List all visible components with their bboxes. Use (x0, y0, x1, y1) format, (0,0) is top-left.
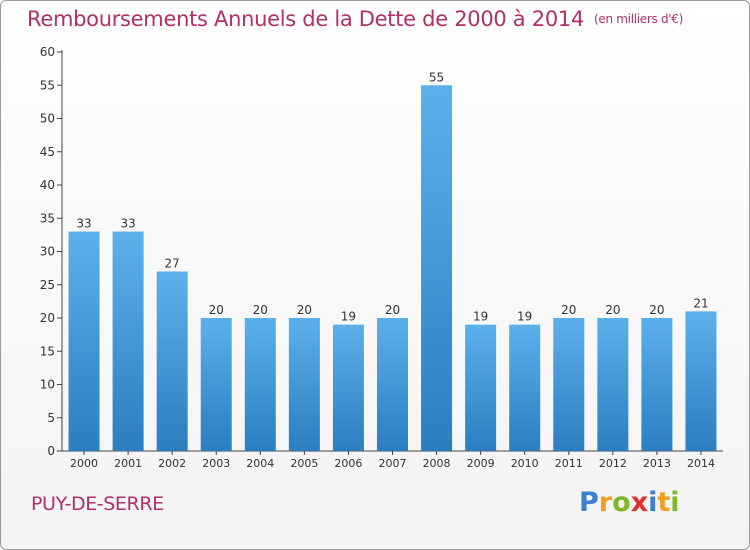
data-label: 19 (517, 310, 532, 324)
x-tick-label: 2006 (334, 457, 362, 470)
proxiti-logo: Proxiti (579, 487, 680, 518)
bar (332, 324, 364, 451)
data-label: 33 (120, 217, 135, 231)
data-label: 27 (165, 256, 180, 270)
data-label: 20 (209, 303, 224, 317)
bar (685, 311, 717, 451)
data-label: 21 (693, 296, 708, 310)
logo-letter: r (598, 487, 613, 518)
data-label: 20 (385, 303, 400, 317)
x-tick-label: 2005 (290, 457, 318, 470)
logo-letter: i (648, 487, 658, 518)
commune-name: PUY-DE-SERRE (31, 493, 164, 515)
bar (288, 318, 320, 451)
bar (244, 318, 276, 451)
x-tick-label: 2000 (70, 457, 98, 470)
y-tick-label: 60 (40, 45, 55, 59)
data-label: 33 (76, 217, 91, 231)
bar (465, 324, 497, 451)
x-tick-label: 2008 (423, 457, 451, 470)
bar (421, 85, 453, 451)
y-tick-label: 10 (40, 378, 55, 392)
y-tick-label: 15 (40, 344, 55, 358)
logo-letter: o (612, 487, 631, 518)
data-label: 20 (649, 303, 664, 317)
x-tick-label: 2012 (599, 457, 627, 470)
y-tick-label: 50 (40, 112, 55, 126)
bar (156, 271, 188, 451)
logo-letter: t (657, 487, 671, 518)
y-tick-label: 30 (40, 245, 55, 259)
data-label: 19 (341, 310, 356, 324)
chart-title: Remboursements Annuels de la Dette de 20… (27, 7, 683, 31)
y-tick-label: 35 (40, 211, 55, 225)
y-tick-label: 0 (47, 444, 55, 458)
x-tick-label: 2004 (246, 457, 274, 470)
data-label: 20 (605, 303, 620, 317)
bar (377, 318, 408, 451)
data-label: 55 (429, 70, 444, 84)
x-tick-label: 2013 (643, 457, 671, 470)
y-tick-label: 40 (40, 178, 55, 192)
x-tick-label: 2002 (158, 457, 186, 470)
chart-unit: (en milliers d'€) (594, 12, 684, 26)
y-tick-label: 45 (40, 145, 55, 159)
bar (200, 318, 232, 451)
bar (68, 231, 100, 451)
y-tick-label: 25 (40, 278, 55, 292)
logo-letter: x (630, 487, 649, 518)
bar (509, 324, 541, 451)
logo-letter: P (579, 487, 599, 518)
bar (597, 318, 629, 451)
chart-title-text: Remboursements Annuels de la Dette de 20… (27, 7, 584, 31)
bar (112, 231, 144, 451)
x-tick-label: 2010 (511, 457, 539, 470)
data-label: 20 (561, 303, 576, 317)
x-tick-label: 2011 (555, 457, 583, 470)
x-tick-label: 2001 (114, 457, 142, 470)
data-label: 20 (297, 303, 312, 317)
x-tick-label: 2014 (687, 457, 715, 470)
data-label: 20 (253, 303, 268, 317)
y-tick-label: 20 (40, 311, 55, 325)
y-tick-label: 55 (40, 78, 55, 92)
data-label: 19 (473, 310, 488, 324)
logo-letter: i (670, 487, 680, 518)
bar (553, 318, 585, 451)
bar (641, 318, 673, 451)
x-tick-label: 2003 (202, 457, 230, 470)
x-tick-label: 2007 (379, 457, 407, 470)
x-tick-label: 2009 (467, 457, 495, 470)
y-tick-label: 5 (47, 411, 55, 425)
